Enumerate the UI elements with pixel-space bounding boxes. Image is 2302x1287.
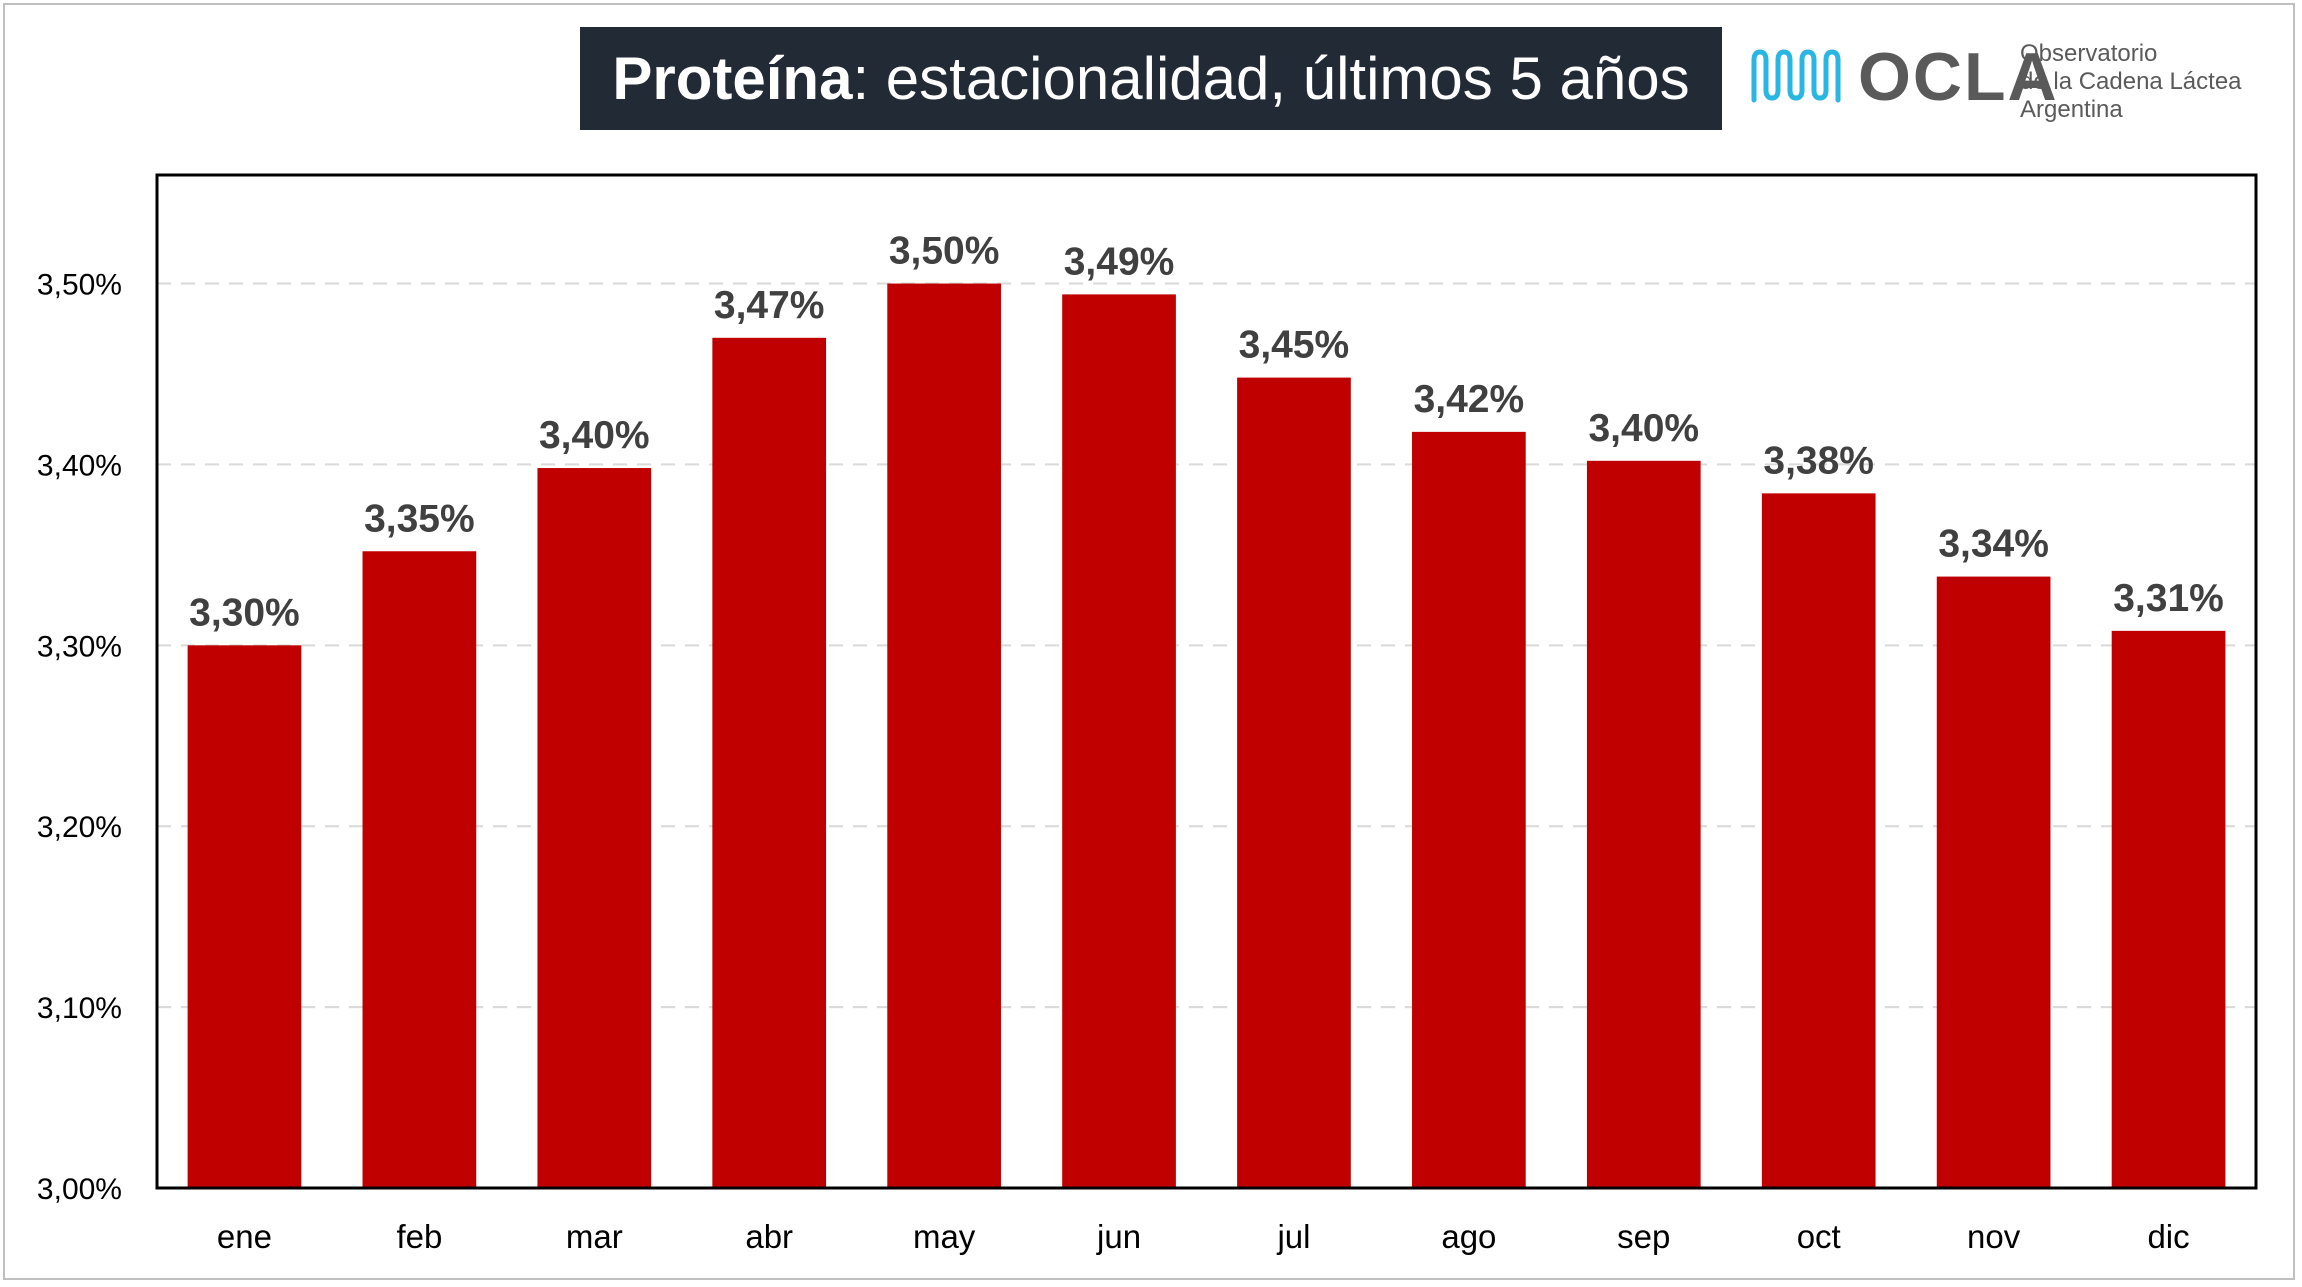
y-tick-label: 3,20%	[37, 811, 122, 844]
bar-mar	[537, 468, 652, 1189]
data-label-jun: 3,49%	[1064, 240, 1175, 283]
x-category-label: abr	[745, 1218, 793, 1255]
x-category-label: feb	[396, 1218, 442, 1255]
x-category-label: sep	[1617, 1218, 1670, 1255]
chart-frame	[3, 3, 2295, 1280]
y-tick-label: 3,00%	[37, 1173, 122, 1206]
y-axis-ticks: 3,00% 3,10% 3,20% 3,30% 3,40% 3,50%	[37, 269, 122, 1206]
ocla-logo: OCLA Observatorio de la Cadena Láctea Ar…	[1748, 34, 2268, 134]
data-label-jul: 3,45%	[1239, 324, 1350, 367]
chart-title-rest: : estacionalidad, últimos 5 años	[852, 45, 1690, 112]
data-label-ene: 3,30%	[189, 591, 300, 634]
data-label-abr: 3,47%	[714, 284, 825, 327]
x-category-label: may	[913, 1218, 976, 1255]
plot-area-border	[155, 173, 2258, 1190]
bar-abr	[712, 337, 827, 1188]
x-category-label: mar	[566, 1218, 623, 1255]
data-label-oct: 3,38%	[1763, 439, 1874, 482]
ocla-wordmark: OCLA	[1858, 39, 2059, 115]
bar-ago	[1412, 431, 1526, 1188]
ocla-wave-icon	[1751, 49, 1841, 103]
x-category-label: ene	[217, 1218, 272, 1255]
data-label-sep: 3,40%	[1588, 407, 1699, 450]
x-category-label: jul	[1276, 1218, 1310, 1255]
data-label-ago: 3,42%	[1414, 378, 1525, 421]
bar-sep	[1586, 460, 1701, 1189]
x-axis-categories: ene feb mar abr may jun jul ago sep oct nov dic	[217, 1218, 2190, 1255]
data-label-nov: 3,34%	[1938, 523, 2049, 566]
ocla-subtitle: Observatorio de la Cadena Láctea Argenti…	[2020, 40, 2242, 124]
x-category-label: dic	[2147, 1218, 2189, 1255]
data-label-may: 3,50%	[889, 230, 1000, 273]
x-category-label: jun	[1096, 1218, 1141, 1255]
x-category-label: oct	[1797, 1218, 1841, 1255]
bar-nov	[1936, 576, 2051, 1188]
y-tick-label: 3,10%	[37, 992, 122, 1025]
chart-title-bold: Proteína	[612, 45, 853, 112]
bar-dic	[2111, 630, 2226, 1188]
ocla-line-2: de la Cadena Láctea	[2020, 68, 2242, 95]
data-labels: 3,30% 3,35% 3,40% 3,47% 3,50% 3,49% 3,45% 3,42%…	[189, 230, 2224, 635]
chart-title: Proteína: estacionalidad, últimos 5 años	[580, 27, 1722, 130]
bars	[187, 283, 2226, 1189]
ocla-line-3: Argentina	[2020, 96, 2123, 123]
data-label-feb: 3,35%	[364, 497, 475, 540]
gridlines	[157, 282, 2256, 1009]
x-category-label: ago	[1441, 1218, 1496, 1255]
bar-oct	[1761, 493, 1876, 1188]
data-label-dic: 3,31%	[2113, 577, 2224, 620]
y-tick-label: 3,40%	[37, 449, 122, 482]
bar-may	[887, 283, 1001, 1188]
data-label-mar: 3,40%	[539, 414, 650, 457]
bar-feb	[362, 551, 477, 1188]
bar-jul	[1237, 377, 1351, 1189]
x-category-label: nov	[1967, 1218, 2021, 1255]
y-tick-label: 3,30%	[37, 630, 122, 663]
bar-jun	[1062, 294, 1176, 1188]
y-tick-label: 3,50%	[37, 269, 122, 302]
bar-ene	[187, 645, 302, 1188]
ocla-line-1: Observatorio	[2020, 40, 2158, 67]
